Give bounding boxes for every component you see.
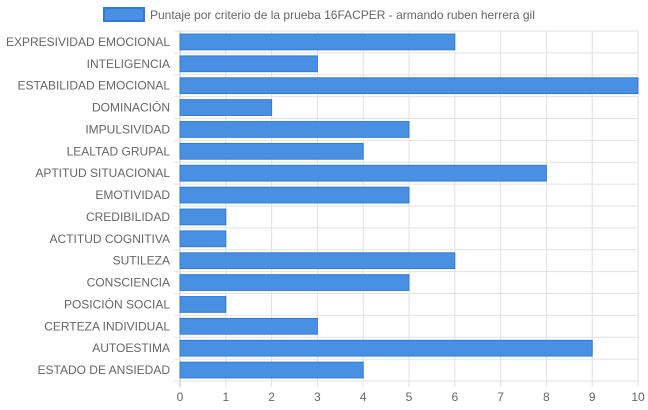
category-label: DOMINACIÓN <box>92 100 170 115</box>
bar[interactable] <box>179 99 273 116</box>
category-label: CERTEZA INDIVIDUAL <box>44 319 170 333</box>
bar[interactable] <box>179 77 639 95</box>
x-tick-label: 9 <box>589 390 596 404</box>
category-labels: EXPRESIVIDAD EMOCIONAL INTELIGENCIA ESTABI… <box>6 35 170 377</box>
category-label: AUTOESTIMA <box>92 341 170 355</box>
bar[interactable] <box>179 230 227 248</box>
category-label: ESTABILIDAD EMOCIONAL <box>18 79 171 93</box>
category-label: CREDIBILIDAD <box>86 210 170 224</box>
category-label: EXPRESIVIDAD EMOCIONAL <box>6 35 170 49</box>
x-tick-label: 4 <box>360 390 367 404</box>
x-tick-label: 6 <box>451 390 458 404</box>
bar[interactable] <box>179 142 364 160</box>
legend-swatch <box>103 7 145 22</box>
x-tick-label: 5 <box>406 390 413 404</box>
category-label: ACTITUD COGNITIVA <box>50 232 170 246</box>
bar[interactable] <box>179 361 364 379</box>
category-label: IMPULSIVIDAD <box>85 122 170 136</box>
legend-label: Puntaje por criterio de la prueba 16FACP… <box>150 8 535 22</box>
bar[interactable] <box>179 55 318 73</box>
category-label: POSICIÓN SOCIAL <box>64 296 170 311</box>
x-tick-label: 10 <box>631 390 645 404</box>
bar[interactable] <box>179 186 410 204</box>
category-label: ESTADO DE ANSIEDAD <box>38 363 171 377</box>
x-tick-label: 1 <box>222 390 229 404</box>
bar[interactable] <box>179 164 547 182</box>
bar[interactable] <box>179 274 410 291</box>
x-tick-labels: 0 1 2 3 4 5 6 7 8 9 10 <box>177 390 645 404</box>
bar[interactable] <box>179 339 593 357</box>
bar[interactable] <box>179 317 318 335</box>
x-tick-label: 2 <box>268 390 275 404</box>
category-label: EMOTIVIDAD <box>95 188 170 202</box>
bar[interactable] <box>179 33 456 51</box>
x-tick-label: 0 <box>177 390 184 404</box>
bar[interactable] <box>179 208 227 226</box>
category-label: LEALTAD GRUPAL <box>67 144 171 158</box>
bar[interactable] <box>179 121 410 138</box>
bar[interactable] <box>179 252 456 270</box>
x-tick-label: 8 <box>543 390 550 404</box>
bars <box>179 33 639 379</box>
category-label: CONSCIENCIA <box>87 276 170 290</box>
bar[interactable] <box>179 296 227 313</box>
category-label: APTITUD SITUACIONAL <box>35 166 170 180</box>
x-tick-label: 7 <box>497 390 504 404</box>
legend[interactable]: Puntaje por criterio de la prueba 16FACP… <box>103 7 535 22</box>
category-label: SUTILEZA <box>113 254 170 268</box>
x-tick-label: 3 <box>314 390 321 404</box>
category-label: INTELIGENCIA <box>87 57 170 71</box>
